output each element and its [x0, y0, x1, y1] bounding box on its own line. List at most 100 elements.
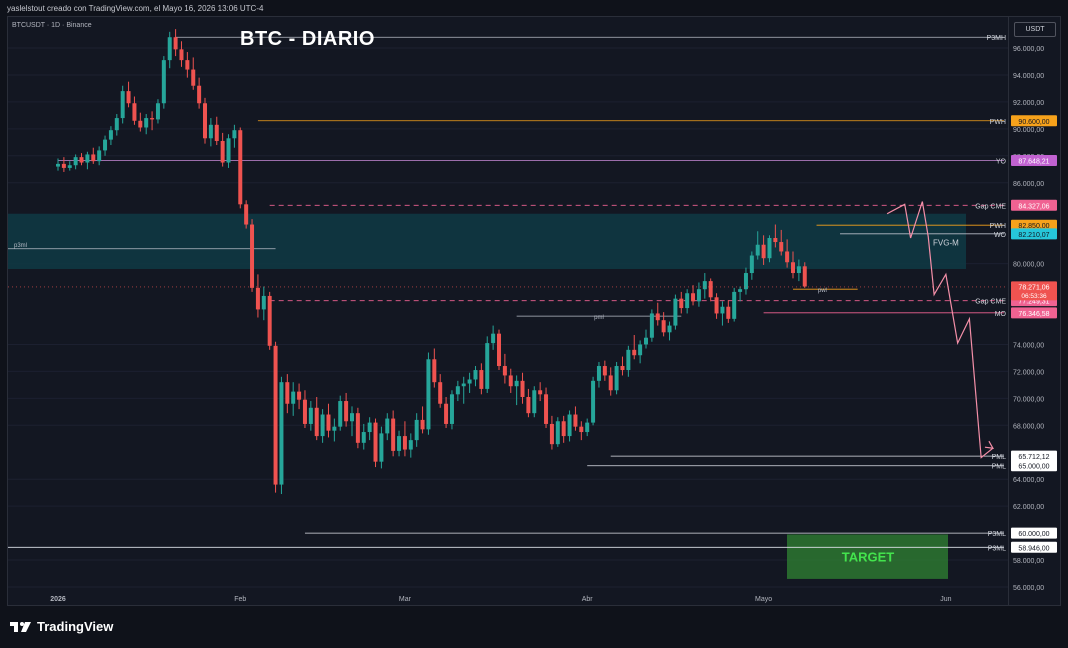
candle-body: [655, 313, 660, 321]
candle-body: [432, 359, 437, 383]
candle-body: [361, 432, 366, 443]
candle-body: [791, 262, 795, 274]
chart-area[interactable]: FVG-M TARGET P3MH PWH YO Gap CME PWH WO Gap CME M…: [7, 16, 1009, 606]
candle-body: [132, 103, 137, 121]
price-tag-text: 82.850,00: [1018, 223, 1049, 230]
currency-selector[interactable]: USDT: [1014, 22, 1056, 37]
y-tick-label: 56.000,00: [1013, 585, 1044, 592]
candle-body: [173, 37, 178, 50]
tradingview-logo-text: TradingView: [37, 619, 114, 634]
candle-body: [755, 244, 760, 256]
candle-body: [397, 436, 402, 451]
price-tag: [1011, 155, 1057, 167]
candle-body: [138, 120, 143, 128]
price-tag-text: 65.000,00: [1018, 464, 1049, 471]
candle-body: [191, 69, 196, 86]
candle-body: [544, 394, 549, 424]
y-tick-label: 64.000,00: [1013, 477, 1044, 484]
candle-body: [614, 366, 619, 391]
price-axis-svg: 96.000,0094.000,0092.000,0090.000,0088.0…: [1011, 46, 1057, 592]
candle-body: [385, 418, 390, 434]
y-tick-label: 74.000,00: [1013, 342, 1044, 349]
candle-body: [367, 422, 372, 433]
price-tag: [1011, 527, 1057, 539]
candle-body: [632, 349, 637, 356]
price-tag-text: 60.000,00: [1018, 531, 1049, 538]
candle-body: [373, 422, 378, 462]
price-tag-text: 77.249,31: [1018, 299, 1049, 306]
candle-body: [485, 343, 490, 389]
y-tick-label: 70.000,00: [1013, 396, 1044, 403]
candle-body: [514, 380, 519, 387]
candle-body: [402, 436, 407, 450]
last-price-tag: [1011, 281, 1057, 301]
candle-body: [561, 421, 566, 437]
countdown-text: 06:53:36: [1021, 293, 1047, 300]
candle-body: [685, 293, 690, 309]
candle-body: [467, 379, 472, 384]
candle-body: [167, 37, 172, 61]
candle-body: [420, 419, 425, 430]
candle-body: [326, 414, 331, 431]
y-tick-label: 68.000,00: [1013, 423, 1044, 430]
candle-body: [150, 118, 155, 120]
y-tick-label: 94.000,00: [1013, 73, 1044, 80]
x-tick-label: Mar: [399, 596, 412, 603]
price-tag-text: 84.327,06: [1018, 203, 1049, 210]
candle-body: [185, 60, 190, 70]
candle-body: [620, 366, 625, 371]
candle-body: [508, 375, 513, 387]
candle-body: [591, 380, 596, 423]
candle-body: [232, 130, 237, 139]
candle-body: [644, 337, 648, 345]
target-zone: [787, 534, 948, 579]
pml-label: pml: [594, 315, 604, 321]
candle-body: [308, 407, 313, 424]
chart-title: BTC - DIARIO: [240, 28, 375, 50]
projection-path: [886, 201, 994, 459]
tradingview-logo[interactable]: TradingView: [9, 619, 113, 634]
x-tick-label: 2026: [50, 596, 66, 603]
candle-body: [244, 204, 249, 225]
candle-body: [673, 298, 678, 326]
candle-body: [461, 383, 466, 387]
price-tag: [1011, 460, 1057, 472]
level-label: WO: [994, 232, 1007, 239]
candle-body: [302, 399, 307, 424]
candle-body: [297, 391, 302, 400]
candle-body: [379, 433, 384, 462]
candle-body: [426, 359, 431, 430]
target-label: TARGET: [842, 550, 895, 565]
candle-body: [314, 407, 319, 437]
candle-body: [85, 154, 90, 163]
footer: [0, 606, 1068, 648]
level-label: PML: [992, 464, 1007, 471]
candle-body: [61, 163, 66, 168]
price-axis[interactable]: 96.000,0094.000,0092.000,0090.000,0088.0…: [1009, 16, 1061, 606]
candle-body: [344, 401, 349, 422]
candle-body: [455, 386, 460, 395]
y-tick-label: 62.000,00: [1013, 504, 1044, 511]
candle-body: [320, 414, 325, 437]
price-tag: [1011, 199, 1057, 211]
y-tick-label: 72.000,00: [1013, 369, 1044, 376]
candle-body: [449, 394, 454, 424]
candle-body: [767, 237, 772, 259]
level-label: MO: [995, 311, 1007, 318]
candle-body: [238, 130, 243, 205]
candle-body: [667, 325, 672, 333]
candle-body: [179, 49, 184, 61]
candle-body: [279, 382, 284, 485]
candle-body: [291, 391, 296, 404]
fvg-label: FVG-M: [933, 238, 959, 247]
header-credit: yaslelstout creado con TradingView.com, …: [7, 4, 264, 13]
price-tag-text: 87.648,21: [1018, 159, 1049, 166]
candle-body: [497, 333, 501, 367]
price-tag: [1011, 450, 1057, 462]
level-label: P3ML: [988, 531, 1006, 538]
candle-body: [779, 242, 784, 252]
candle-body: [56, 163, 60, 167]
x-tick-label: Abr: [582, 596, 594, 603]
price-tag-text: 58.946,00: [1018, 545, 1049, 552]
candle-body: [97, 150, 102, 162]
